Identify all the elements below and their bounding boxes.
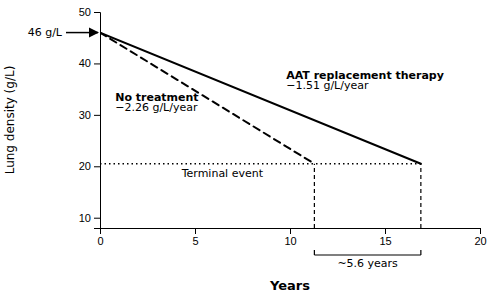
tick-mark [94, 63, 100, 64]
y-axis: 10 20 30 40 50 [79, 6, 101, 228]
series-line [100, 33, 314, 164]
x-axis-title: Years [269, 278, 310, 293]
bracket-bar [314, 254, 420, 255]
tick-label: 0 [97, 235, 103, 247]
tick: 15 [379, 228, 391, 247]
bracket [314, 250, 420, 255]
tick-mark [94, 12, 100, 13]
tick: 10 [79, 212, 100, 224]
tick: 5 [192, 228, 198, 247]
tick-mark [385, 228, 386, 234]
tick: 30 [79, 109, 100, 121]
bracket-end [314, 250, 315, 255]
annotations: 46 g/LAAT replacement therapy−1.51 g/L/y… [28, 26, 444, 269]
tick: 40 [79, 57, 100, 69]
difference-label: ~5.6 years [337, 257, 398, 270]
tick: 20 [79, 160, 100, 172]
tick: 20 [474, 228, 486, 247]
tick-label: 20 [474, 235, 486, 247]
tick: 50 [79, 6, 100, 18]
x-axis: 0 5 10 15 20 [97, 228, 486, 247]
tick-label: 10 [79, 212, 91, 224]
series-rate: −2.26 g/L/year [115, 101, 198, 114]
bracket-end [420, 250, 421, 255]
y-axis-title: Lung density (g/L) [3, 66, 17, 175]
tick: 10 [284, 228, 296, 247]
tick-label: 40 [79, 57, 91, 69]
tick-label: 5 [192, 235, 198, 247]
terminal-line [100, 163, 421, 165]
start-label: 46 g/L [28, 26, 63, 39]
series-line [100, 33, 421, 164]
tick-mark [94, 166, 100, 167]
tick-label: 10 [284, 235, 296, 247]
tick-mark [290, 228, 291, 234]
tick-mark [94, 115, 100, 116]
tick-mark [195, 228, 196, 234]
tick-label: 50 [79, 6, 91, 18]
terminal-label: Terminal event [181, 167, 264, 180]
tick: 0 [97, 228, 103, 247]
plot: 0 5 10 15 20 10 20 30 40 50 Years Lung density (g/L… [3, 6, 487, 293]
marks [100, 33, 421, 228]
axis-line [94, 13, 101, 229]
terminal-drop-line [420, 164, 421, 228]
series-rate: −1.51 g/L/year [286, 79, 369, 92]
chart: 0 5 10 15 20 10 20 30 40 50 Years Lung density (g/L… [0, 0, 500, 298]
tick-label: 20 [79, 160, 91, 172]
axis-line [101, 229, 481, 235]
tick-mark [480, 228, 481, 234]
tick-label: 30 [79, 109, 91, 121]
start-arrow [66, 32, 98, 34]
tick-mark [94, 218, 100, 219]
tick-label: 15 [379, 235, 391, 247]
terminal-drop-line [314, 164, 315, 228]
